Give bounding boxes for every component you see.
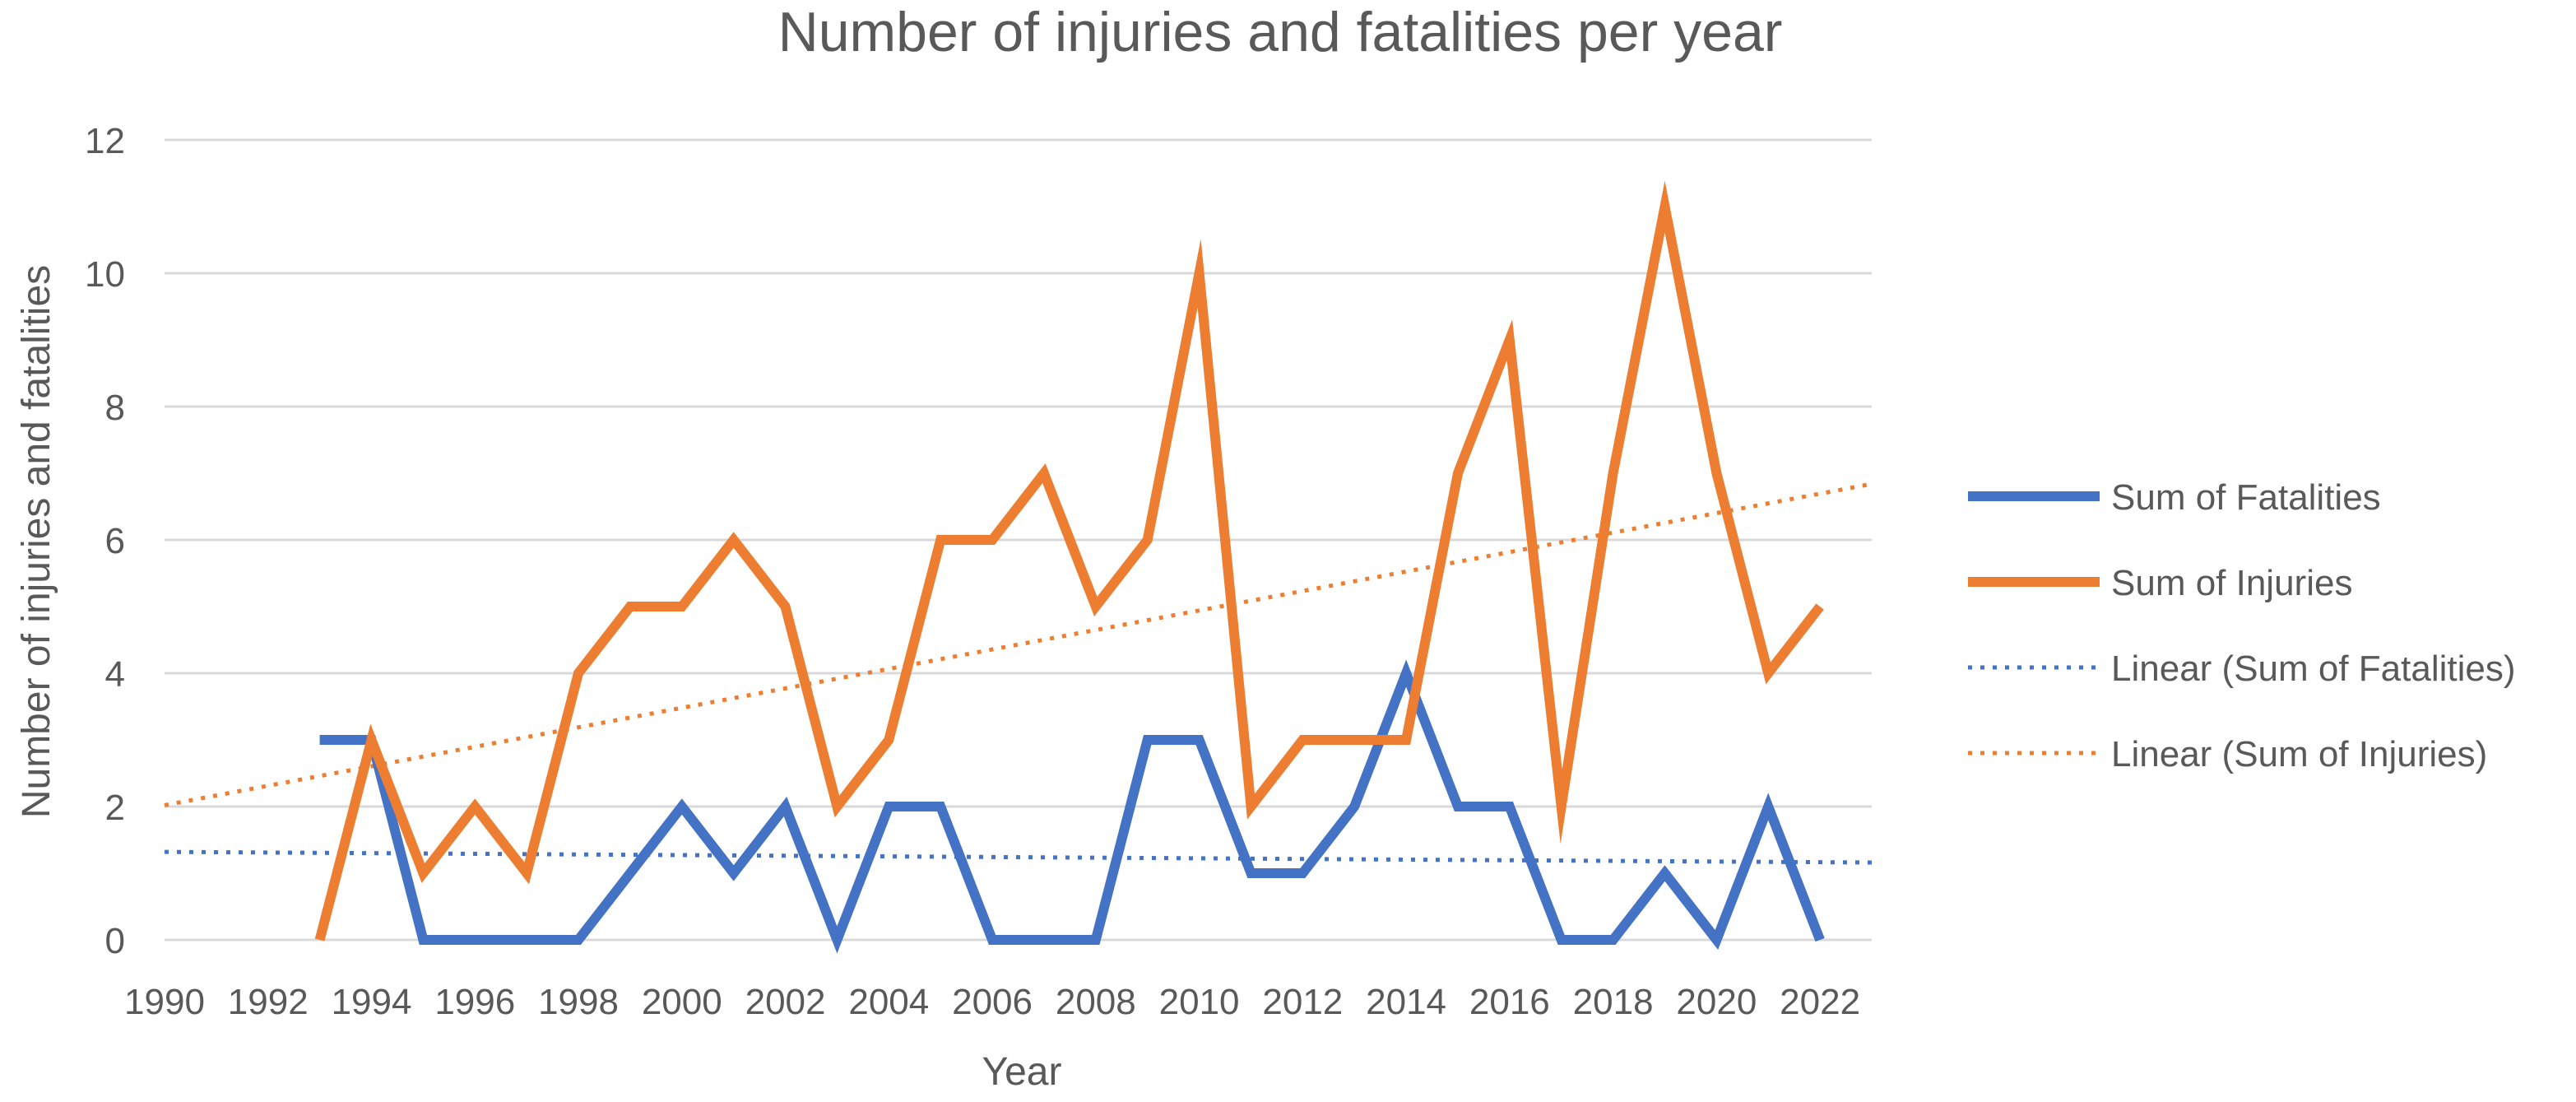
chart-title: Number of injuries and fatalities per ye… xyxy=(778,1,1783,63)
legend-label: Sum of Injuries xyxy=(2111,563,2352,603)
legend-label: Linear (Sum of Injuries) xyxy=(2111,734,2487,774)
x-axis-label: Year xyxy=(982,1050,1062,1094)
plot-series xyxy=(164,180,1873,954)
legend: Sum of Fatalities Sum of Injuries Linear (… xyxy=(1968,477,2516,774)
x-tick-label: 2016 xyxy=(1469,982,1550,1022)
x-tick-label: 1992 xyxy=(228,982,309,1022)
y-tick-label: 10 xyxy=(85,254,125,295)
x-tick-label: 1998 xyxy=(538,982,619,1022)
y-axis-label: Number of injuries and fatalities xyxy=(15,265,58,818)
x-tick-label: 1996 xyxy=(434,982,515,1022)
x-axis-ticks: 1990 1992 1994 1996 1998 2000 2002 2004 2006 2008… xyxy=(124,982,1860,1022)
x-tick-label: 2014 xyxy=(1366,982,1446,1022)
legend-label: Linear (Sum of Fatalities) xyxy=(2111,649,2516,689)
legend-label: Sum of Fatalities xyxy=(2111,477,2381,518)
gridlines xyxy=(165,138,1872,942)
x-tick-label: 2004 xyxy=(848,982,929,1022)
x-tick-label: 2000 xyxy=(642,982,722,1022)
x-tick-label: 2018 xyxy=(1573,982,1654,1022)
y-tick-label: 8 xyxy=(105,388,125,428)
x-tick-label: 2010 xyxy=(1159,982,1240,1022)
y-tick-label: 0 xyxy=(105,921,125,961)
x-tick-label: 2020 xyxy=(1676,982,1757,1022)
x-tick-label: 1990 xyxy=(124,982,205,1022)
y-tick-label: 4 xyxy=(105,654,125,695)
y-axis-ticks: 0 2 4 6 8 10 12 xyxy=(85,121,125,961)
y-tick-label: 6 xyxy=(105,521,125,561)
x-tick-label: 2006 xyxy=(952,982,1033,1022)
x-tick-label: 1994 xyxy=(332,982,412,1022)
series-line-sum-of-injuries xyxy=(314,180,1824,942)
x-tick-label: 2002 xyxy=(745,982,826,1022)
series-line-linear-sum-of-injuries xyxy=(164,481,1873,807)
series-line-sum-of-fatalities xyxy=(319,659,1825,954)
series-line-linear-sum-of-fatalities xyxy=(164,849,1873,865)
x-tick-label: 2012 xyxy=(1262,982,1343,1022)
y-tick-label: 2 xyxy=(105,788,125,828)
x-tick-label: 2022 xyxy=(1780,982,1860,1022)
y-tick-label: 12 xyxy=(85,121,125,161)
x-tick-label: 2008 xyxy=(1056,982,1136,1022)
